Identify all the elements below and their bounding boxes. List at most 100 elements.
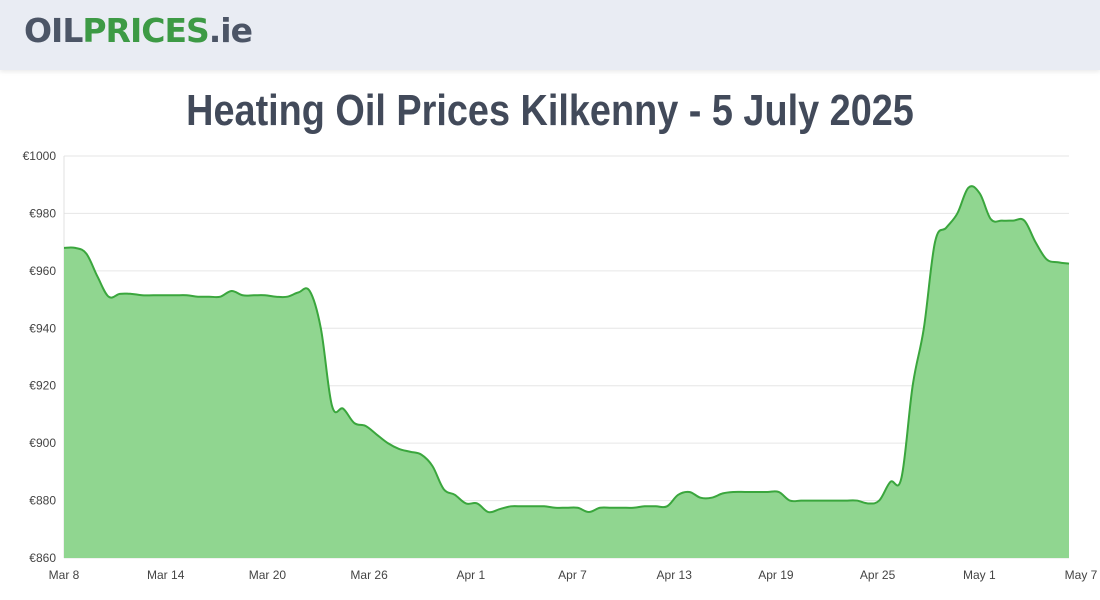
data-point[interactable] bbox=[865, 500, 871, 506]
data-point[interactable] bbox=[1033, 239, 1039, 245]
data-point[interactable] bbox=[262, 292, 268, 298]
data-point[interactable] bbox=[1055, 259, 1061, 265]
data-point[interactable] bbox=[284, 294, 290, 300]
data-point[interactable] bbox=[452, 492, 458, 498]
data-point[interactable] bbox=[329, 403, 335, 409]
data-point[interactable] bbox=[686, 489, 692, 495]
data-point[interactable] bbox=[820, 498, 826, 504]
data-point[interactable] bbox=[217, 294, 223, 300]
data-point[interactable] bbox=[631, 505, 637, 511]
data-point[interactable] bbox=[1021, 218, 1027, 224]
data-point[interactable] bbox=[709, 495, 715, 501]
data-point[interactable] bbox=[195, 294, 201, 300]
data-point[interactable] bbox=[999, 218, 1005, 224]
data-point[interactable] bbox=[765, 489, 771, 495]
data-point[interactable] bbox=[117, 291, 123, 297]
data-point[interactable] bbox=[776, 489, 782, 495]
data-point[interactable] bbox=[251, 292, 257, 298]
data-point[interactable] bbox=[1010, 218, 1016, 224]
data-point[interactable] bbox=[943, 225, 949, 231]
data-point[interactable] bbox=[307, 288, 313, 294]
data-point[interactable] bbox=[597, 505, 603, 511]
data-point[interactable] bbox=[351, 420, 357, 426]
data-point[interactable] bbox=[318, 325, 324, 331]
data-point[interactable] bbox=[150, 292, 156, 298]
data-point[interactable] bbox=[843, 498, 849, 504]
data-point[interactable] bbox=[1044, 256, 1050, 262]
data-point[interactable] bbox=[809, 498, 815, 504]
data-point[interactable] bbox=[497, 506, 503, 512]
data-point[interactable] bbox=[619, 505, 625, 511]
data-point[interactable] bbox=[83, 251, 89, 257]
data-point[interactable] bbox=[899, 475, 905, 481]
data-point[interactable] bbox=[95, 274, 101, 280]
data-point[interactable] bbox=[139, 292, 145, 298]
data-point[interactable] bbox=[485, 509, 491, 515]
data-point[interactable] bbox=[921, 325, 927, 331]
site-logo[interactable]: OILPRICES.ie bbox=[24, 11, 253, 50]
data-point[interactable] bbox=[418, 452, 424, 458]
data-point[interactable] bbox=[541, 503, 547, 509]
data-point[interactable] bbox=[932, 239, 938, 245]
y-tick-label: €900 bbox=[29, 436, 56, 450]
data-point[interactable] bbox=[1066, 261, 1072, 267]
data-point[interactable] bbox=[720, 490, 726, 496]
data-point[interactable] bbox=[296, 289, 302, 295]
data-point[interactable] bbox=[753, 489, 759, 495]
chart-area-series bbox=[61, 185, 1072, 558]
data-point[interactable] bbox=[832, 498, 838, 504]
data-point[interactable] bbox=[173, 292, 179, 298]
data-point[interactable] bbox=[988, 216, 994, 222]
data-point[interactable] bbox=[530, 503, 536, 509]
data-point[interactable] bbox=[854, 498, 860, 504]
data-point[interactable] bbox=[61, 245, 67, 251]
data-point[interactable] bbox=[675, 492, 681, 498]
data-point[interactable] bbox=[240, 292, 246, 298]
data-point[interactable] bbox=[966, 185, 972, 191]
data-point[interactable] bbox=[798, 498, 804, 504]
data-point[interactable] bbox=[340, 406, 346, 412]
data-point[interactable] bbox=[910, 383, 916, 389]
data-point[interactable] bbox=[508, 503, 514, 509]
data-point[interactable] bbox=[653, 503, 659, 509]
data-point[interactable] bbox=[787, 498, 793, 504]
data-point[interactable] bbox=[106, 294, 112, 300]
data-point[interactable] bbox=[564, 505, 570, 511]
data-point[interactable] bbox=[385, 440, 391, 446]
data-point[interactable] bbox=[441, 486, 447, 492]
logo-part-prices: PRICES bbox=[82, 11, 209, 50]
data-point[interactable] bbox=[642, 503, 648, 509]
x-tick-label: Mar 14 bbox=[147, 568, 185, 582]
data-point[interactable] bbox=[954, 210, 960, 216]
data-point[interactable] bbox=[698, 495, 704, 501]
data-point[interactable] bbox=[430, 463, 436, 469]
data-point[interactable] bbox=[552, 505, 558, 511]
data-point[interactable] bbox=[229, 288, 235, 294]
data-point[interactable] bbox=[664, 503, 670, 509]
data-point[interactable] bbox=[184, 292, 190, 298]
data-point[interactable] bbox=[407, 449, 413, 455]
data-point[interactable] bbox=[731, 489, 737, 495]
data-point[interactable] bbox=[463, 500, 469, 506]
data-point[interactable] bbox=[273, 294, 279, 300]
data-point[interactable] bbox=[575, 505, 581, 511]
data-point[interactable] bbox=[474, 500, 480, 506]
data-point[interactable] bbox=[742, 489, 748, 495]
data-point[interactable] bbox=[876, 498, 882, 504]
y-tick-label: €860 bbox=[29, 551, 56, 565]
data-point[interactable] bbox=[977, 190, 983, 196]
data-point[interactable] bbox=[887, 479, 893, 485]
data-point[interactable] bbox=[363, 423, 369, 429]
x-tick-label: Mar 8 bbox=[49, 568, 80, 582]
data-point[interactable] bbox=[396, 446, 402, 452]
data-point[interactable] bbox=[374, 432, 380, 438]
data-point[interactable] bbox=[586, 509, 592, 515]
data-point[interactable] bbox=[128, 291, 134, 297]
data-point[interactable] bbox=[608, 505, 614, 511]
data-point[interactable] bbox=[206, 294, 212, 300]
y-tick-label: €920 bbox=[29, 379, 56, 393]
data-point[interactable] bbox=[72, 245, 78, 251]
data-point[interactable] bbox=[162, 292, 168, 298]
data-point[interactable] bbox=[519, 503, 525, 509]
